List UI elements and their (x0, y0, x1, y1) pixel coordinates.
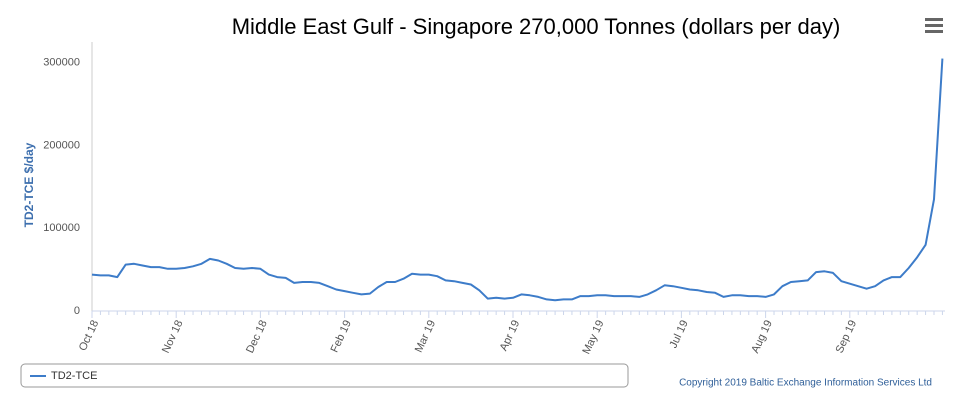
y-axis-title: TD2-TCE $/day (22, 142, 36, 227)
menu-icon[interactable] (925, 18, 943, 33)
menu-bar[interactable] (925, 24, 943, 27)
x-tick-label: Aug 19 (749, 318, 775, 355)
x-tick-label: Sep 19 (834, 318, 860, 355)
x-tick-label: Mar 19 (413, 318, 438, 354)
menu-bar[interactable] (925, 18, 943, 21)
x-tick-label: Nov 18 (160, 318, 186, 355)
y-tick-label: 100000 (43, 222, 80, 234)
y-tick-label: 200000 (43, 139, 80, 151)
series-line (91, 58, 944, 302)
credits: Copyright 2019 Baltic Exchange Informati… (679, 378, 932, 389)
y-tick-label: 300000 (43, 57, 80, 69)
x-tick-label: May 19 (580, 318, 606, 356)
x-tick-label: Oct 18 (77, 318, 102, 352)
x-tick-label: Feb 19 (329, 318, 354, 354)
chart-title: Middle East Gulf - Singapore 270,000 Ton… (232, 14, 841, 39)
legend-box (20, 363, 629, 388)
legend-label[interactable]: TD2-TCE (51, 370, 97, 382)
x-tick-label: Apr 19 (498, 318, 523, 352)
menu-bar[interactable] (925, 30, 943, 33)
x-tick-label: Jul 19 (667, 318, 690, 350)
y-tick-label: 0 (74, 305, 80, 317)
x-tick-label: Dec 18 (244, 318, 270, 355)
